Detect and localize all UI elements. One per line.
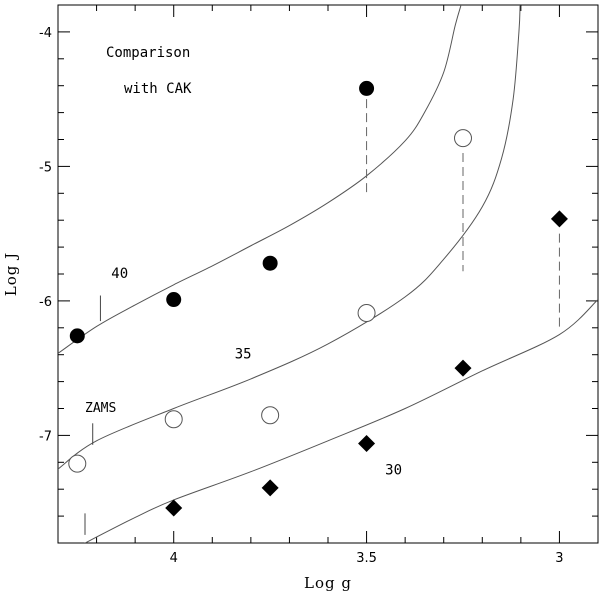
data-points (68, 80, 568, 517)
annotation-line-2: with CAK (124, 81, 192, 97)
annotation-line-1: Comparison (106, 45, 190, 61)
point-35 (454, 129, 472, 148)
y-tick-label: -7 (39, 429, 52, 444)
series-label-40: 40 (111, 266, 128, 282)
point-30 (550, 210, 568, 228)
point-30 (454, 359, 472, 377)
point-40 (69, 328, 85, 344)
x-tick-label: 4 (170, 551, 178, 566)
x-axis-label: Log g (304, 574, 352, 592)
zams-label: ZAMS (85, 401, 116, 416)
point-35 (261, 406, 280, 425)
series-label-35: 35 (235, 347, 252, 363)
y-tick-label: -6 (39, 295, 52, 310)
drop-lines (366, 99, 560, 328)
point-40 (359, 80, 375, 96)
zams-marks (84, 295, 101, 535)
point-30 (261, 479, 279, 497)
series-labels: 40 35 30 (111, 266, 402, 478)
series-label-30: 30 (385, 462, 402, 478)
curve-35 (58, 5, 521, 470)
y-tick-label: -5 (39, 160, 52, 175)
point-35 (357, 304, 376, 323)
x-tick-label: 3 (555, 551, 563, 566)
curve-40 (58, 5, 462, 354)
x-tick-label: 3.5 (356, 551, 377, 566)
point-40 (262, 255, 278, 271)
y-tick-label: -4 (39, 26, 52, 41)
point-35 (68, 454, 87, 473)
model-curves (58, 5, 598, 543)
point-35 (164, 410, 183, 429)
y-axis-label: Log J (2, 252, 20, 296)
point-30 (165, 499, 183, 517)
point-40 (166, 292, 182, 308)
point-30 (358, 434, 376, 452)
tick-labels: 4 3.5 3 -4 -5 -6 -7 (39, 26, 564, 566)
curve-30 (84, 299, 598, 543)
axis-ticks (58, 5, 598, 543)
